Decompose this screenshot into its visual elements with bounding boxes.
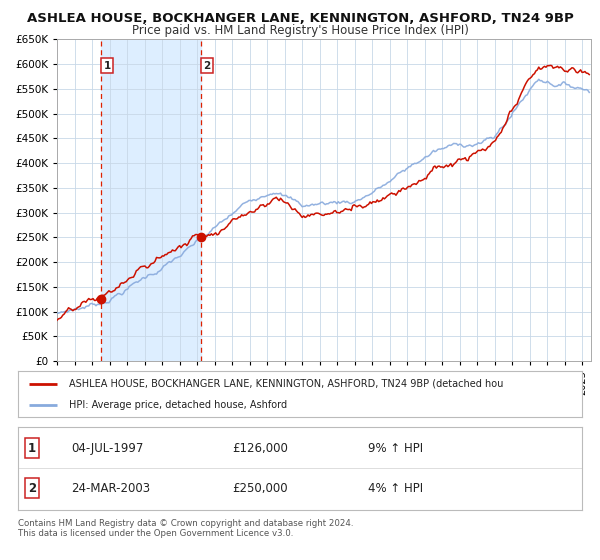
Text: 2: 2 [28,482,36,494]
Text: 2: 2 [203,60,211,71]
Text: 24-MAR-2003: 24-MAR-2003 [71,482,151,494]
Text: Contains HM Land Registry data © Crown copyright and database right 2024.: Contains HM Land Registry data © Crown c… [18,519,353,528]
Text: £126,000: £126,000 [232,442,288,455]
Text: Price paid vs. HM Land Registry's House Price Index (HPI): Price paid vs. HM Land Registry's House … [131,24,469,37]
Text: £250,000: £250,000 [232,482,288,494]
Bar [101,39,201,361]
Text: This data is licensed under the Open Government Licence v3.0.: This data is licensed under the Open Gov… [18,529,293,538]
Text: 1: 1 [28,442,36,455]
Text: 4% ↑ HPI: 4% ↑ HPI [368,482,423,494]
Text: 9% ↑ HPI: 9% ↑ HPI [368,442,423,455]
Text: HPI: Average price, detached house, Ashford: HPI: Average price, detached house, Ashf… [69,400,287,410]
Text: ASHLEA HOUSE, BOCKHANGER LANE, KENNINGTON, ASHFORD, TN24 9BP: ASHLEA HOUSE, BOCKHANGER LANE, KENNINGTO… [26,12,574,25]
Text: 04-JUL-1997: 04-JUL-1997 [71,442,144,455]
Text: ASHLEA HOUSE, BOCKHANGER LANE, KENNINGTON, ASHFORD, TN24 9BP (detached hou: ASHLEA HOUSE, BOCKHANGER LANE, KENNINGTO… [69,379,503,389]
Text: 1: 1 [103,60,110,71]
